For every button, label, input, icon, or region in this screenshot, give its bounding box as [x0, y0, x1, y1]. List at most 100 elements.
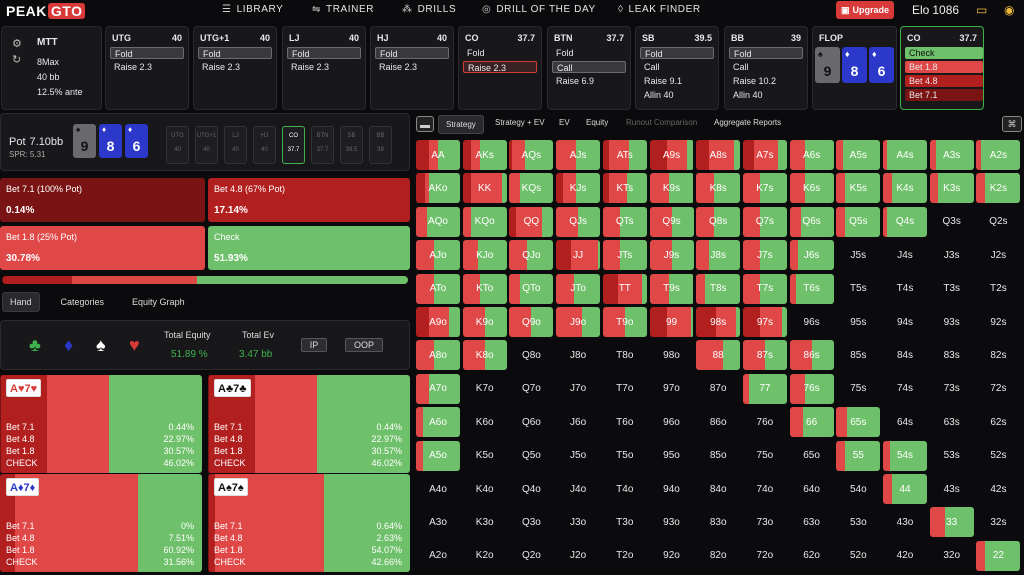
range-cell-a2s[interactable]: A2s [976, 140, 1021, 170]
flop-card[interactable]: FLOP ♠ 9 ♦ 8 ♦ 6 [812, 26, 897, 110]
position-action[interactable]: Allin 40 [644, 90, 674, 100]
range-cell-aqo[interactable]: AQo [416, 206, 460, 237]
range-cell-t2o[interactable]: T2o [602, 540, 647, 571]
logo[interactable]: PEAK GTO [6, 2, 86, 20]
seat-utg[interactable]: UTG 40 [166, 126, 189, 164]
range-cell-j9o[interactable]: J9o [556, 307, 601, 337]
position-action[interactable]: Raise 2.3 [114, 62, 153, 72]
range-cell-kto[interactable]: KTo [462, 273, 507, 304]
range-cell-j9s[interactable]: J9s [649, 240, 694, 271]
range-cell-a4o[interactable]: A4o [416, 474, 460, 504]
range-cell-a7o[interactable]: A7o [416, 373, 460, 404]
range-cell-k8o[interactable]: K8o [462, 340, 507, 371]
action-block-bet-4-8[interactable]: Bet 4.8 (67% Pot) 17.14% [208, 178, 410, 222]
range-cell-87o[interactable]: 87o [696, 373, 741, 404]
nav-trainer[interactable]: ⇋ TRAINER [312, 4, 375, 15]
range-cell-42o[interactable]: 42o [883, 540, 927, 571]
co-option-bet-4-8[interactable]: Bet 4.8 [905, 75, 983, 87]
range-cell-a9o[interactable]: A9o [416, 307, 460, 337]
range-cell-63o[interactable]: 63o [789, 507, 834, 538]
range-cell-t8s[interactable]: T8s [696, 273, 741, 304]
range-cell-jts[interactable]: JTs [602, 240, 647, 271]
range-cell-a3s[interactable]: A3s [929, 140, 974, 170]
position-action[interactable]: Raise 9.1 [644, 76, 683, 86]
position-action[interactable]: Fold [467, 48, 485, 58]
range-cell-qjo[interactable]: QJo [509, 240, 554, 271]
range-cell-j7s[interactable]: J7s [742, 240, 787, 271]
layout-toggle-icon[interactable] [416, 116, 434, 132]
range-cell-q7o[interactable]: Q7o [509, 373, 554, 404]
range-cell-93o[interactable]: 93o [649, 507, 694, 538]
range-cell-j3o[interactable]: J3o [556, 507, 601, 538]
refresh-icon[interactable]: ↻ [12, 54, 22, 66]
position-action[interactable]: Raise 10.2 [733, 76, 777, 86]
seat-co[interactable]: CO 37.7 [282, 126, 305, 164]
range-cell-q4o[interactable]: Q4o [509, 474, 554, 504]
range-cell-86s[interactable]: 86s [789, 340, 834, 371]
range-cell-aks[interactable]: AKs [462, 140, 507, 170]
range-cell-32o[interactable]: 32o [929, 540, 974, 571]
range-cell-74s[interactable]: 74s [883, 373, 927, 404]
range-cell-33[interactable]: 33 [929, 507, 974, 538]
range-cell-53s[interactable]: 53s [929, 440, 974, 471]
range-cell-95o[interactable]: 95o [649, 440, 694, 471]
position-card-lj[interactable]: LJ 40 Fold Raise 2.3 [282, 26, 366, 110]
range-cell-j4s[interactable]: J4s [883, 240, 927, 271]
range-cell-kqs[interactable]: KQs [509, 173, 554, 204]
position-action[interactable]: Fold [375, 47, 449, 59]
position-action[interactable]: Fold [640, 47, 714, 59]
range-cell-aa[interactable]: AA [416, 140, 460, 170]
nav-leak-finder[interactable]: ◊ LEAK FINDER [618, 4, 701, 15]
co-option-check[interactable]: Check [905, 47, 983, 59]
range-cell-a6o[interactable]: A6o [416, 407, 460, 438]
range-cell-t9o[interactable]: T9o [602, 307, 647, 337]
range-cell-aqs[interactable]: AQs [509, 140, 554, 170]
range-cell-j4o[interactable]: J4o [556, 474, 601, 504]
range-cell-j6s[interactable]: J6s [789, 240, 834, 271]
range-cell-q6s[interactable]: Q6s [789, 206, 834, 237]
range-cell-k4s[interactable]: K4s [883, 173, 927, 204]
spade-filter-icon[interactable]: ♠ [96, 335, 106, 355]
position-action[interactable]: Raise 2.3 [291, 62, 330, 72]
seat-sb[interactable]: SB 39.5 [340, 126, 363, 164]
range-cell-76s[interactable]: 76s [789, 373, 834, 404]
range-cell-43s[interactable]: 43s [929, 474, 974, 504]
range-cell-q9o[interactable]: Q9o [509, 307, 554, 337]
range-cell-q5s[interactable]: Q5s [836, 206, 881, 237]
position-action[interactable]: Call [644, 62, 660, 72]
range-cell-t2s[interactable]: T2s [976, 273, 1021, 304]
range-cell-j6o[interactable]: J6o [556, 407, 601, 438]
range-cell-52o[interactable]: 52o [836, 540, 881, 571]
range-cell-97o[interactable]: 97o [649, 373, 694, 404]
range-cell-85o[interactable]: 85o [696, 440, 741, 471]
range-cell-85s[interactable]: 85s [836, 340, 881, 371]
range-cell-94o[interactable]: 94o [649, 474, 694, 504]
range-cell-j2s[interactable]: J2s [976, 240, 1021, 271]
range-cell-76o[interactable]: 76o [742, 407, 787, 438]
action-block-bet-7-1[interactable]: Bet 7.1 (100% Pot) 0.14% [0, 178, 205, 222]
range-cell-94s[interactable]: 94s [883, 307, 927, 337]
position-card-bb[interactable]: BB 39 Fold Call Raise 10.2 Allin 40 [724, 26, 808, 110]
position-action[interactable]: Raise 2.3 [202, 62, 241, 72]
range-cell-63s[interactable]: 63s [929, 407, 974, 438]
range-cell-q2s[interactable]: Q2s [976, 206, 1021, 237]
range-cell-83s[interactable]: 83s [929, 340, 974, 371]
range-cell-q6o[interactable]: Q6o [509, 407, 554, 438]
seat-hj[interactable]: HJ 40 [253, 126, 276, 164]
range-cell-96o[interactable]: 96o [649, 407, 694, 438]
range-cell-j8s[interactable]: J8s [696, 240, 741, 271]
range-cell-a7s[interactable]: A7s [742, 140, 787, 170]
range-cell-q7s[interactable]: Q7s [742, 206, 787, 237]
range-cell-k6o[interactable]: K6o [462, 407, 507, 438]
tab-hand[interactable]: Hand [2, 292, 40, 312]
seat-lj[interactable]: LJ 40 [224, 126, 247, 164]
range-cell-62s[interactable]: 62s [976, 407, 1021, 438]
range-cell-a8o[interactable]: A8o [416, 340, 460, 371]
range-cell-q9s[interactable]: Q9s [649, 206, 694, 237]
range-cell-92s[interactable]: 92s [976, 307, 1021, 337]
range-cell-j5o[interactable]: J5o [556, 440, 601, 471]
range-cell-a8s[interactable]: A8s [696, 140, 741, 170]
range-cell-k9s[interactable]: K9s [649, 173, 694, 204]
diamond-filter-icon[interactable]: ♦ [64, 335, 74, 355]
range-cell-k3s[interactable]: K3s [929, 173, 974, 204]
